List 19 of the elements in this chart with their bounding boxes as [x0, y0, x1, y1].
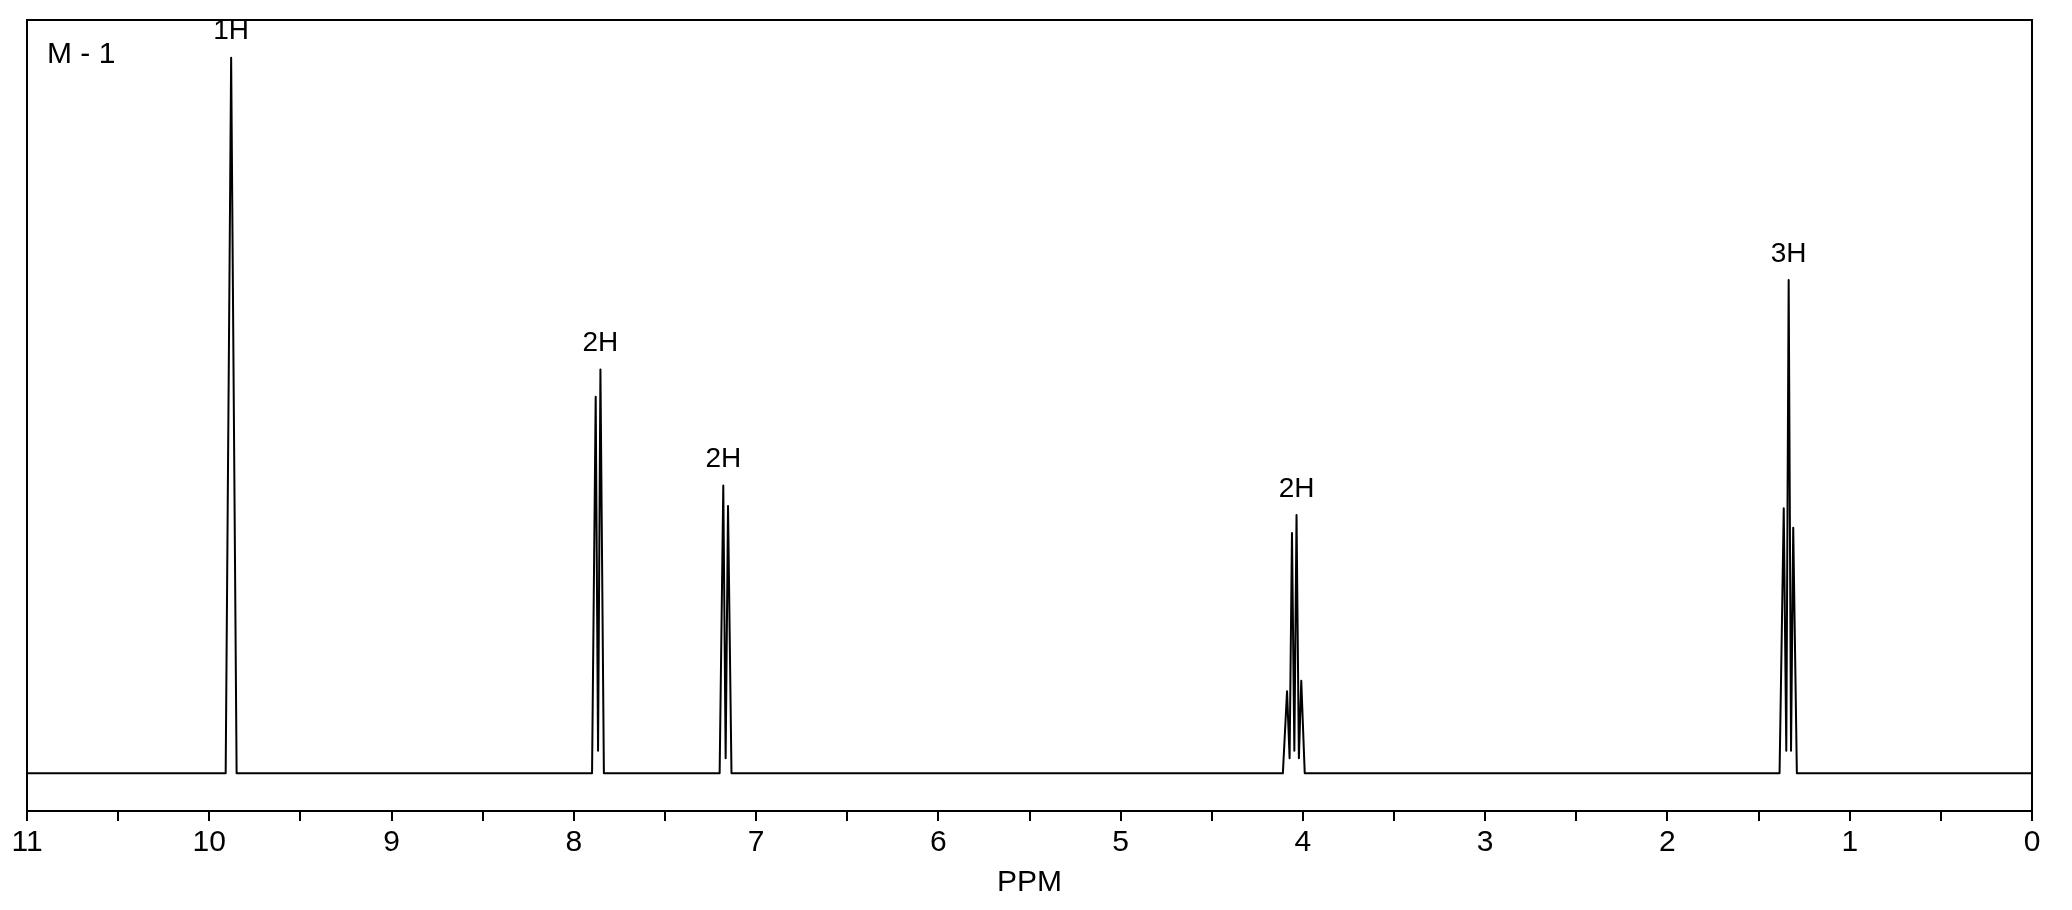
x-tick-label: 2: [1659, 824, 1676, 858]
x-tick-label: 7: [747, 824, 765, 858]
x-axis-title: PPM: [996, 864, 1063, 898]
annotation: 3H: [1770, 236, 1807, 268]
x-tick-label: 3: [1476, 824, 1494, 858]
x-tick-label: 0: [2023, 824, 2041, 858]
x-tick-label: 11: [11, 824, 43, 858]
annotation: 2H: [705, 442, 742, 474]
x-tick-label: 10: [192, 824, 226, 858]
annotation: 2H: [582, 326, 619, 358]
annotation: 2H: [1278, 471, 1315, 503]
annotation: 1H: [213, 14, 250, 46]
x-tick-label: 4: [1294, 824, 1312, 858]
x-tick-label: 1: [1841, 824, 1859, 858]
chart-title: M - 1: [47, 36, 116, 70]
x-tick-label: 5: [1112, 824, 1129, 858]
x-tick-label: 9: [383, 824, 400, 858]
x-tick-label: 6: [930, 824, 947, 858]
x-tick-label: 8: [565, 824, 583, 858]
